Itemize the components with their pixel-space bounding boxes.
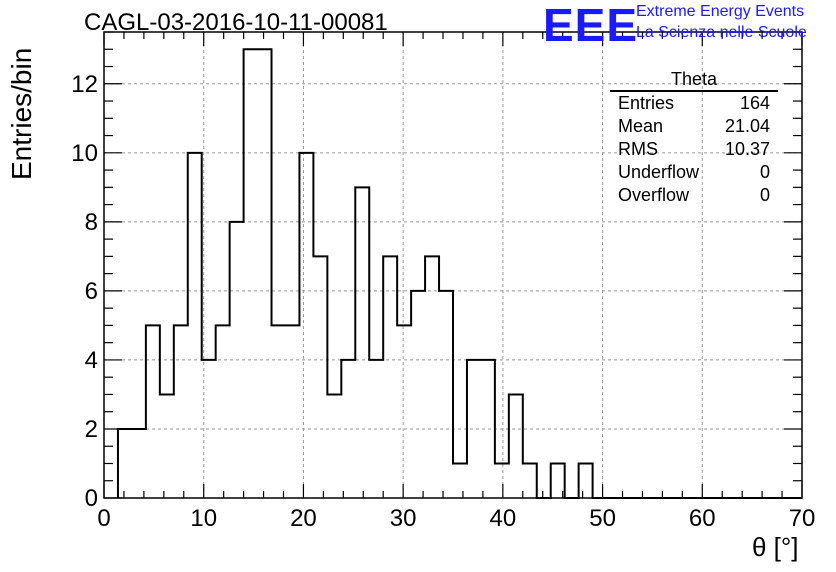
stats-value: 0 <box>759 162 770 182</box>
stats-value: 21.04 <box>724 116 770 136</box>
x-tick-label: 30 <box>390 505 417 532</box>
x-tick-label: 40 <box>490 505 517 532</box>
logo-line-1: Extreme Energy Events <box>636 3 805 20</box>
stats-label: Underflow <box>618 162 700 182</box>
chart-title: CAGL-03-2016-10-11-00081 <box>84 9 388 36</box>
logo-line-2: La Scienza nelle Scuole <box>636 24 807 41</box>
y-tick-label: 8 <box>85 209 98 236</box>
stats-title: Theta <box>610 68 778 92</box>
stats-row-entries: Entries 164 <box>610 92 778 115</box>
y-tick-label: 4 <box>85 347 98 374</box>
x-axis-label: θ [°] <box>752 532 799 562</box>
stats-row-underflow: Underflow 0 <box>610 161 778 184</box>
plot-frame <box>103 31 803 499</box>
x-tick-label: 10 <box>190 505 217 532</box>
stats-value: 164 <box>739 93 770 113</box>
x-tick-label: 50 <box>589 505 616 532</box>
x-tick-label: 20 <box>290 505 317 532</box>
eee-logo: EEE <box>543 0 639 51</box>
stats-value: 0 <box>759 185 770 205</box>
y-tick-label: 12 <box>71 71 98 98</box>
stats-label: Entries <box>618 93 675 113</box>
y-tick-label: 6 <box>85 278 98 305</box>
y-tick-label: 0 <box>85 485 98 512</box>
x-tick-label: 70 <box>789 505 816 532</box>
stats-label: Mean <box>618 116 664 136</box>
stats-row-mean: Mean 21.04 <box>610 115 778 138</box>
stats-row-overflow: Overflow 0 <box>610 184 778 207</box>
y-tick-label: 2 <box>85 416 98 443</box>
stats-value: 10.37 <box>724 139 770 159</box>
y-tick-label: 10 <box>71 140 98 167</box>
x-tick-label: 60 <box>689 505 716 532</box>
stats-label: Overflow <box>618 185 690 205</box>
y-axis-label: Entries/bin <box>6 47 37 180</box>
stats-label: RMS <box>618 139 658 159</box>
x-tick-label: 0 <box>97 505 110 532</box>
stats-row-rms: RMS 10.37 <box>610 138 778 161</box>
stats-box: Theta Entries 164 Mean 21.04 RMS 10.37 U… <box>610 68 778 207</box>
